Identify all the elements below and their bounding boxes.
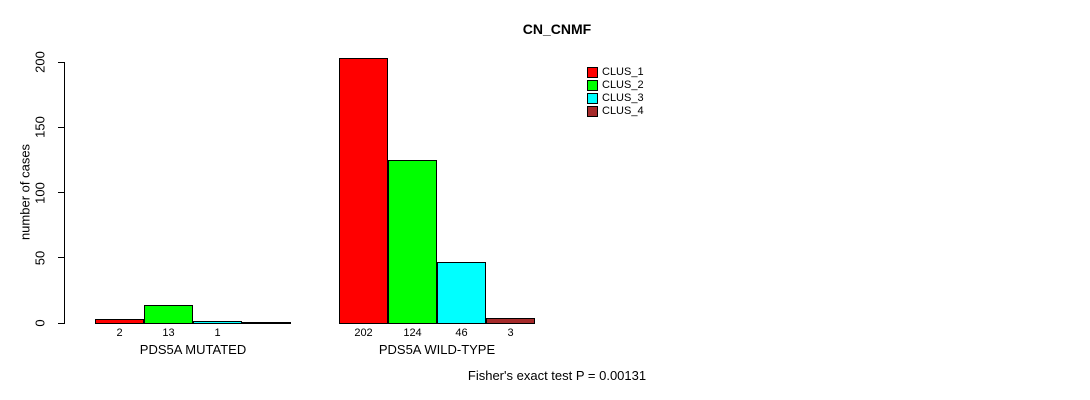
- y-tick-mark: [58, 126, 65, 128]
- y-tick-mark: [58, 257, 65, 259]
- y-tick-mark: [58, 192, 65, 193]
- group-label: PDS5A WILD-TYPE: [378, 342, 496, 357]
- bar-clus_2-2: [388, 160, 437, 324]
- legend-swatch-clus_1: [587, 67, 598, 78]
- y-tick-label: 50: [32, 250, 48, 265]
- bar-clus_4-1: [242, 322, 291, 324]
- bar-value-label: 3: [507, 327, 514, 339]
- group-label: PDS5A MUTATED: [139, 342, 247, 357]
- bar-value-label: 2: [116, 327, 123, 339]
- legend-entry: CLUS_4: [587, 105, 644, 118]
- bar-value-label: 1: [214, 327, 221, 339]
- y-axis-line: [64, 62, 65, 324]
- bar-clus_1-1: [95, 319, 144, 324]
- bar-clus_3-2: [437, 261, 486, 324]
- legend-swatch-clus_2: [587, 80, 598, 91]
- bar-clus_1-2: [339, 58, 388, 324]
- legend-entry: CLUS_1: [587, 66, 644, 79]
- legend-label: CLUS_1: [602, 66, 644, 78]
- bar-value-label: 202: [354, 327, 373, 339]
- y-axis-label: number of cases: [17, 143, 33, 241]
- y-tick-mark: [58, 61, 65, 63]
- legend-entry: CLUS_2: [587, 79, 644, 92]
- legend-entry: CLUS_3: [587, 92, 644, 105]
- legend: CLUS_1 CLUS_2 CLUS_3 CLUS_4: [587, 66, 644, 118]
- legend-swatch-clus_4: [587, 106, 598, 117]
- bar-clus_2-1: [144, 305, 193, 324]
- y-tick-label: 0: [32, 319, 48, 327]
- bar-clus_3-1: [193, 320, 242, 324]
- y-tick-label: 100: [32, 181, 48, 204]
- legend-label: CLUS_3: [602, 92, 644, 104]
- legend-swatch-clus_3: [587, 93, 598, 104]
- y-tick-mark: [58, 322, 65, 324]
- y-tick-label: 150: [32, 116, 48, 139]
- bar-value-label: 46: [455, 327, 468, 339]
- bar-value-label: 13: [162, 327, 175, 339]
- y-tick-label: 200: [32, 51, 48, 73]
- bar-clus_4-2: [486, 318, 535, 324]
- chart-title: CN_CNMF: [522, 21, 592, 37]
- bar-value-label: 124: [403, 327, 422, 339]
- fisher-test-annotation: Fisher's exact test P = 0.00131: [467, 368, 647, 383]
- legend-label: CLUS_2: [602, 79, 644, 91]
- legend-label: CLUS_4: [602, 105, 644, 117]
